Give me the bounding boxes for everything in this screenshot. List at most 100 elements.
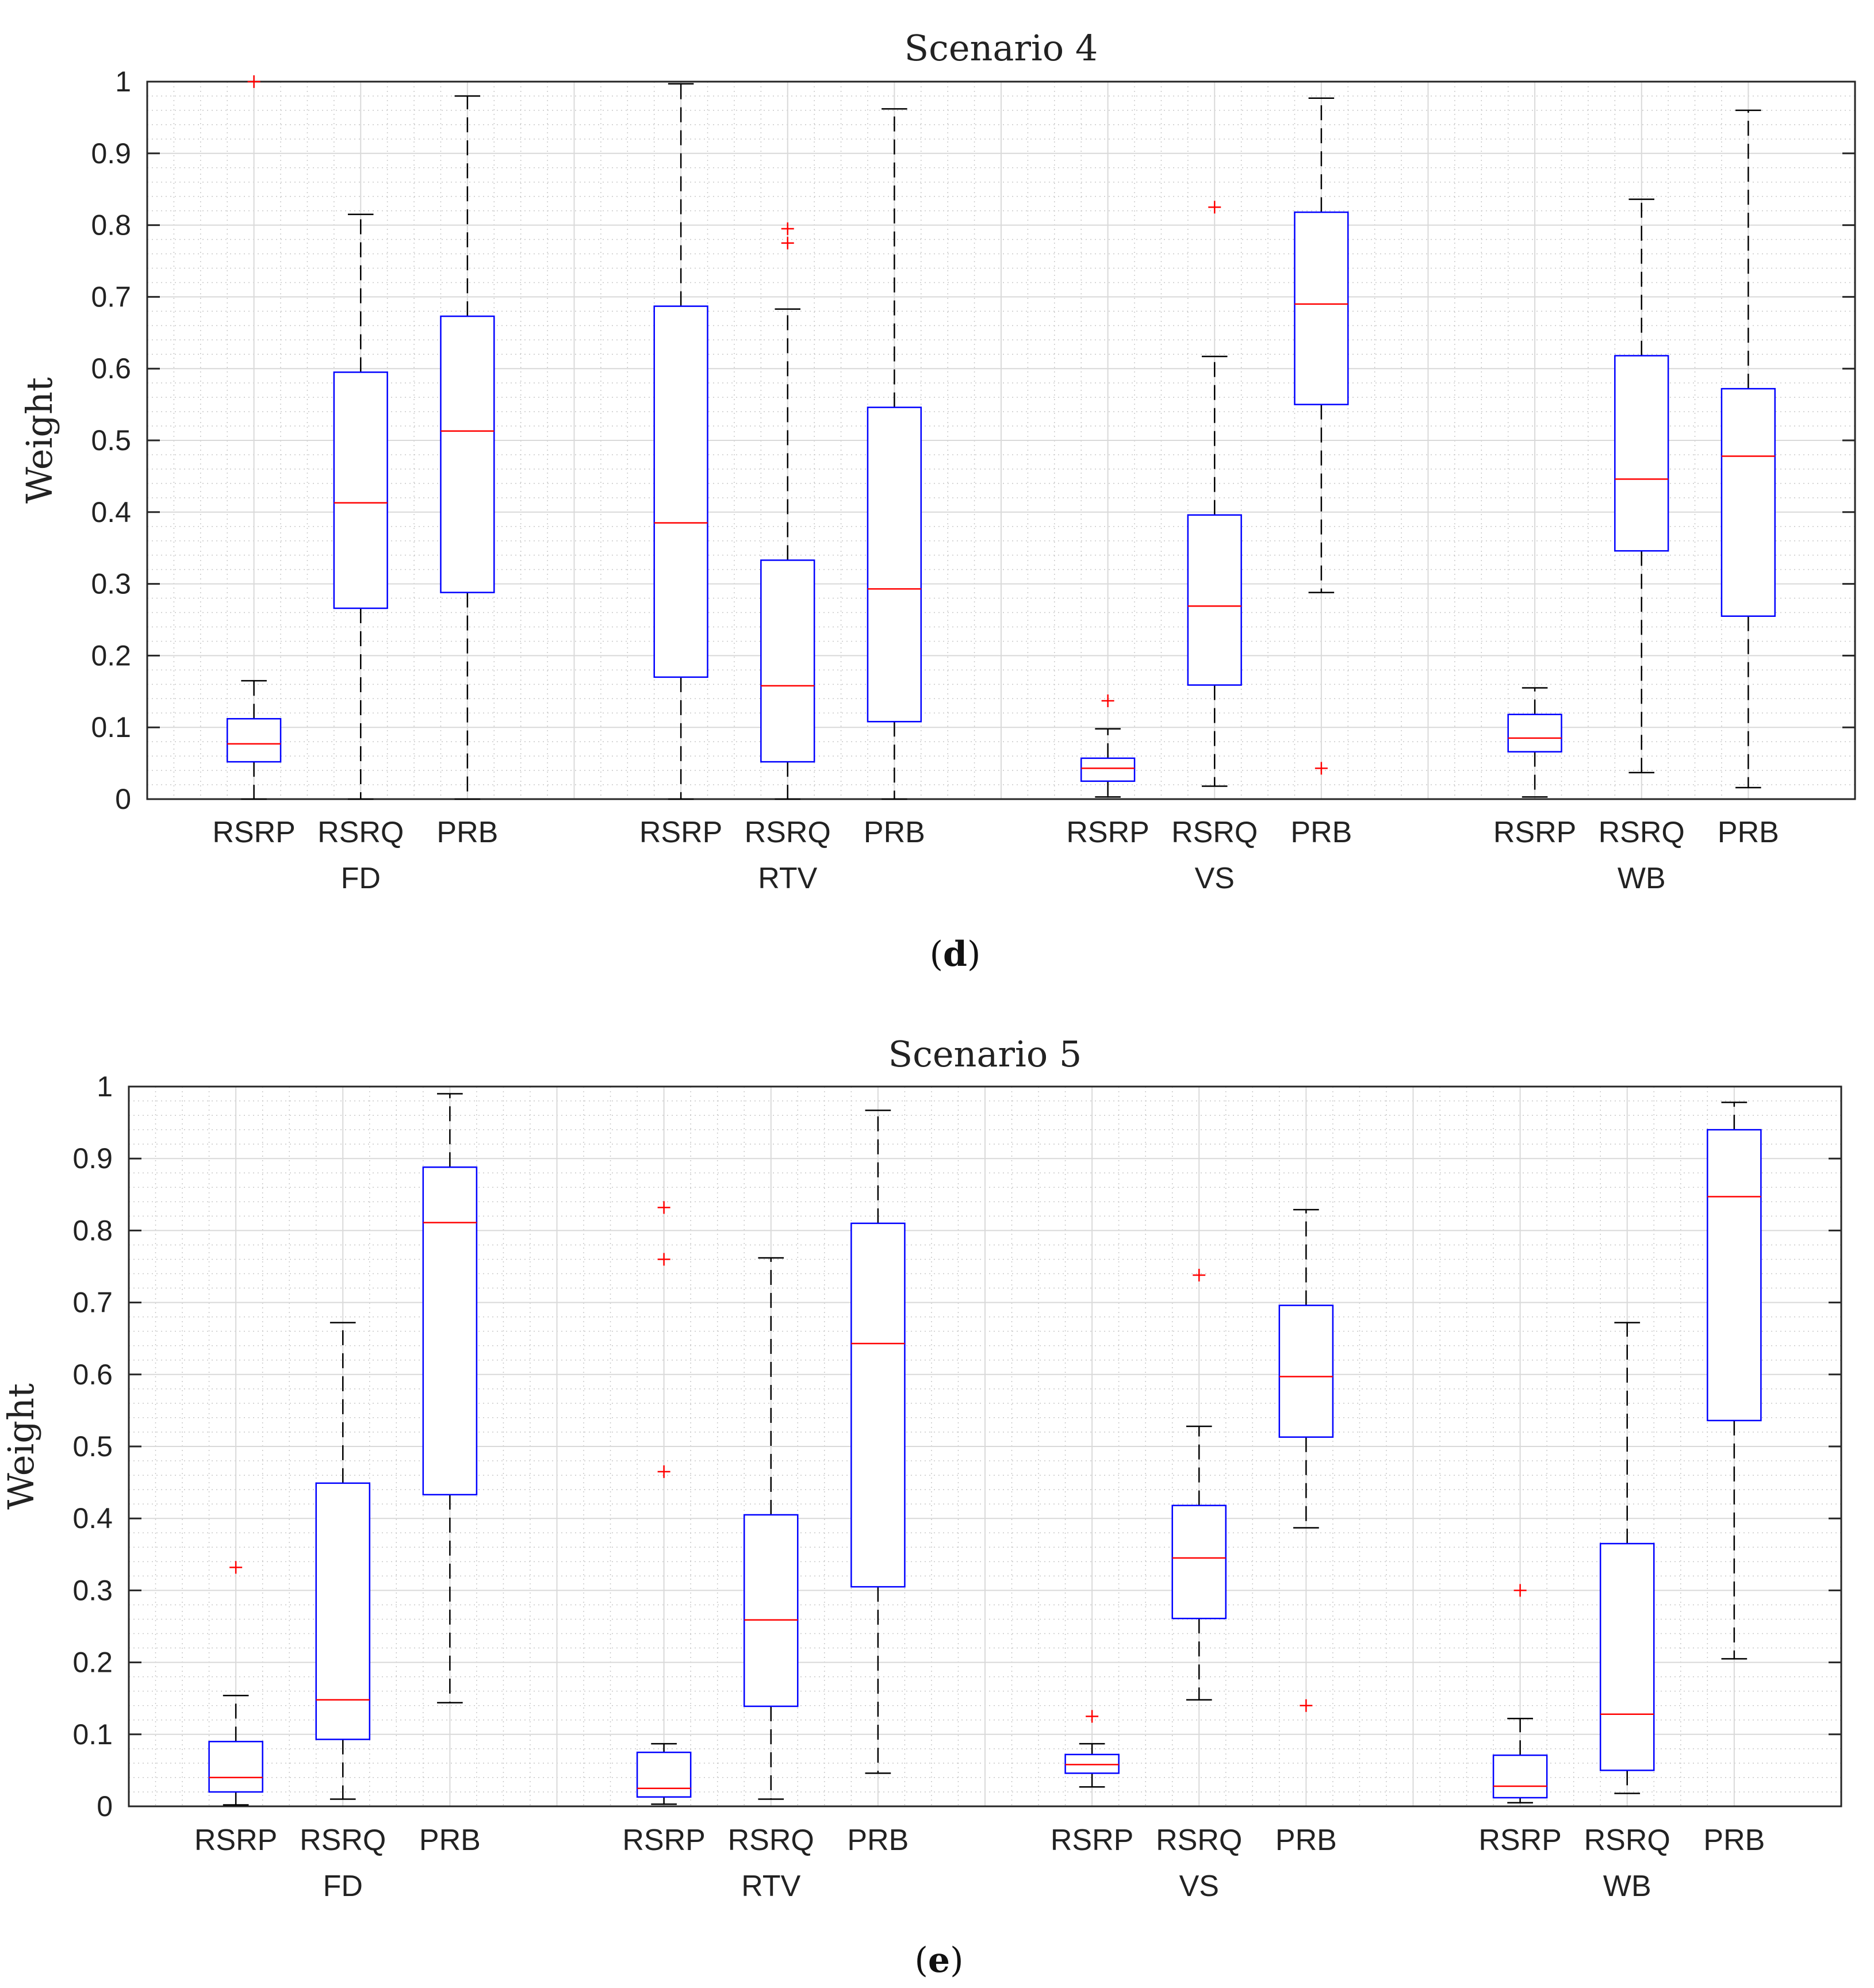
group-rtv: RSRP RSRQ PRB RTV: [639, 83, 925, 895]
y-tick-label: 0.6: [91, 352, 131, 385]
box-iqr: [636, 1751, 692, 1798]
y-tick-label: 0: [115, 783, 131, 815]
box-vs-rsrq: RSRQ: [1156, 1269, 1242, 1857]
outlier-marker: [229, 1561, 243, 1574]
box-iqr: [333, 371, 388, 609]
outlier-marker: [1193, 1269, 1206, 1282]
box-iqr: [850, 1222, 906, 1588]
y-tick-label: 1: [97, 1070, 113, 1103]
box-iqr: [1187, 514, 1242, 686]
box-iqr: [1080, 757, 1136, 782]
box-vs-rsrp: RSRP: [1066, 694, 1149, 849]
box-wb-rsrq: RSRQ: [1599, 198, 1685, 849]
category-label: PRB: [436, 816, 498, 849]
caption-letter: e: [928, 1940, 950, 1981]
y-tick-label: 0.8: [91, 209, 131, 241]
group-vs: RSRP RSRQ PRB VS: [1051, 1208, 1337, 1903]
box-iqr: [1707, 1129, 1762, 1422]
box-iqr: [1599, 1542, 1655, 1771]
outlier-marker: [657, 1253, 670, 1266]
box-vs-prb: PRB: [1275, 1208, 1337, 1857]
box-rtv-prb: PRB: [864, 108, 925, 849]
box-iqr: [1064, 1753, 1120, 1774]
box-fd-prb: PRB: [436, 95, 498, 849]
box-wb-prb: PRB: [1718, 109, 1779, 849]
category-label: RSRP: [639, 816, 722, 849]
outlier-marker: [1208, 201, 1221, 214]
outlier-marker: [1315, 762, 1328, 775]
box-iqr: [208, 1741, 263, 1793]
category-label: RSRQ: [728, 1824, 814, 1857]
box-wb-prb: PRB: [1703, 1102, 1765, 1857]
box-wb-rsrq: RSRQ: [1584, 1322, 1670, 1857]
box-fd-rsrp: RSRP: [194, 1561, 277, 1857]
category-label: RSRQ: [300, 1824, 386, 1857]
box-fd-prb: PRB: [419, 1093, 481, 1857]
category-label: PRB: [419, 1824, 481, 1857]
category-label: PRB: [1703, 1824, 1765, 1857]
box-vs-prb: PRB: [1290, 97, 1352, 849]
y-tick-label: 1: [115, 66, 131, 98]
caption-open: (: [930, 934, 943, 974]
category-label: RSRP: [194, 1824, 277, 1857]
group-wb: RSRP RSRQ PRB WB: [1478, 1102, 1765, 1903]
box-iqr: [867, 406, 922, 723]
box-rtv-rsrp: RSRP: [622, 1201, 706, 1857]
category-label: RSRQ: [1171, 816, 1258, 849]
group-label: WB: [1618, 862, 1666, 895]
box-iqr: [1720, 387, 1776, 617]
group-label: VS: [1179, 1870, 1219, 1903]
box-iqr: [1278, 1304, 1334, 1438]
box-iqr: [1614, 355, 1669, 552]
y-tick-label: 0.1: [72, 1718, 113, 1751]
y-tick-label: 0.8: [72, 1214, 113, 1246]
group-wb: RSRP RSRQ PRB WB: [1493, 109, 1779, 895]
outlier-marker: [1300, 1699, 1313, 1712]
group-fd: RSRP RSRQ PRB FD: [212, 75, 498, 895]
box-iqr: [315, 1482, 371, 1740]
y-tick-label: 0.2: [72, 1647, 113, 1679]
y-tick-label: 0.3: [91, 568, 131, 600]
y-tick-label: 0.4: [72, 1502, 113, 1534]
box-iqr: [743, 1514, 799, 1707]
chart-title: Scenario 5: [888, 1033, 1082, 1075]
box-iqr: [1507, 713, 1562, 753]
group-vs: RSRP RSRQ PRB VS: [1066, 97, 1352, 895]
category-label: PRB: [1275, 1824, 1337, 1857]
group-label: RTV: [741, 1870, 800, 1903]
category-label: PRB: [1290, 816, 1352, 849]
outlier-marker: [657, 1465, 670, 1478]
y-tick-label: 0.3: [72, 1574, 113, 1606]
y-tick-label: 0.9: [91, 137, 131, 170]
box-iqr: [1294, 211, 1349, 405]
group-label: RTV: [758, 862, 817, 895]
category-label: RSRQ: [1599, 816, 1685, 849]
y-tick-label: 0.7: [91, 281, 131, 313]
box-fd-rsrq: RSRQ: [300, 1322, 386, 1857]
category-label: PRB: [1718, 816, 1779, 849]
category-label: RSRP: [212, 816, 295, 849]
category-label: RSRP: [622, 1824, 705, 1857]
category-label: PRB: [847, 1824, 909, 1857]
group-label: WB: [1603, 1870, 1651, 1903]
group-fd: RSRP RSRQ PRB FD: [194, 1093, 481, 1903]
outlier-marker: [1513, 1584, 1527, 1597]
outlier-marker: [1086, 1710, 1099, 1723]
box-fd-rsrp: RSRP: [212, 75, 296, 849]
box-rtv-rsrp: RSRP: [639, 83, 722, 849]
chart-scenario-4: 0 0.1 0.2 0.3 0.4 0.5 0.6 0.7 0.8 0.9 1 Scenario 4 W…: [18, 27, 1856, 974]
y-tick-label: 0.2: [91, 639, 131, 671]
outlier-marker: [781, 236, 794, 250]
category-label: RSRQ: [745, 816, 831, 849]
category-label: RSRP: [1066, 816, 1149, 849]
box-iqr: [1171, 1505, 1227, 1619]
category-label: RSRP: [1493, 816, 1576, 849]
outlier-marker: [247, 75, 260, 88]
box-iqr: [422, 1166, 478, 1496]
outlier-marker: [1101, 694, 1114, 708]
box-iqr: [760, 559, 815, 763]
group-label: VS: [1195, 862, 1235, 895]
panel-caption: (d): [930, 934, 981, 974]
category-label: RSRQ: [317, 816, 404, 849]
